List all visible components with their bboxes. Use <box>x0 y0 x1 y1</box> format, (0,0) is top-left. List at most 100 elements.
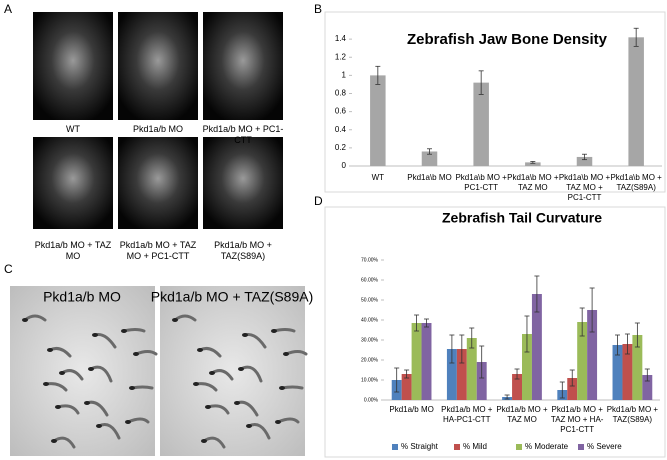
y-tick-label: 1 <box>342 70 347 79</box>
chart-frame <box>324 206 666 458</box>
larva-head <box>238 367 244 371</box>
bar <box>628 37 644 166</box>
micrograph <box>203 12 283 120</box>
bar <box>567 378 578 400</box>
photo <box>10 286 155 456</box>
larva-head <box>209 371 215 375</box>
bar <box>421 151 438 166</box>
image-caption: Pkd1a/b MO + TAZ MO <box>34 240 112 261</box>
y-tick-label: 0 <box>342 161 347 170</box>
x-tick-label: Pkd1a/b MO + TAZ MO <box>496 405 548 424</box>
larva <box>272 328 296 333</box>
larva-head <box>271 329 277 333</box>
x-tick-label: WT <box>371 173 385 182</box>
larva <box>130 385 154 390</box>
y-tick-label: 0.8 <box>335 89 347 98</box>
larva-head <box>47 348 53 352</box>
legend-label: % Straight <box>401 442 439 451</box>
legend-swatch <box>392 444 398 450</box>
larva-head <box>205 405 211 409</box>
larva-head <box>84 401 90 405</box>
larva-head <box>246 424 252 428</box>
image-caption: WT <box>66 124 80 134</box>
bar <box>466 338 477 400</box>
larva-head <box>125 420 131 424</box>
x-tick-label: Pkd1a/b MO + HA-PC1-CTT <box>441 405 493 424</box>
larva-head <box>279 386 285 390</box>
micrograph <box>33 12 113 120</box>
bar <box>446 349 457 400</box>
larva-head <box>92 333 98 337</box>
larva-head <box>96 424 102 428</box>
larva-head <box>172 318 178 322</box>
larva-head <box>59 371 65 375</box>
y-tick-label: 1.2 <box>335 52 347 61</box>
y-tick-label: 70.00% <box>361 257 379 263</box>
chart-frame <box>324 11 666 193</box>
y-tick-label: 0.00% <box>364 397 379 403</box>
photo-caption: Pkd1a/b MO + TAZ(S89A) <box>151 289 314 305</box>
bar <box>473 82 489 166</box>
x-tick-label: Pkd1a/b MO + TAZ(S89A) <box>606 405 659 424</box>
legend-label: % Moderate <box>525 442 569 451</box>
photo-caption: Pkd1a/b MO <box>43 289 121 305</box>
bar <box>576 156 593 166</box>
y-tick-label: 50.00% <box>361 297 379 303</box>
larva-head <box>22 318 28 322</box>
bar <box>587 310 598 400</box>
micrograph <box>118 12 198 120</box>
larva <box>122 328 146 333</box>
legend-swatch <box>516 444 522 450</box>
x-tick-label: Pkd1a\b MO + TAZ MO <box>507 173 559 192</box>
larva-head <box>234 401 240 405</box>
bar <box>370 75 386 166</box>
bar <box>612 345 623 400</box>
bar <box>642 375 653 400</box>
image-caption: Pkd1a/b MO + TAZ MO + PC1-CTT <box>119 240 197 261</box>
larva-head <box>121 329 127 333</box>
y-tick-label: 0.6 <box>335 107 347 116</box>
bar <box>401 374 412 400</box>
y-tick-label: 60.00% <box>361 277 379 283</box>
micrograph <box>203 137 283 229</box>
larva-head <box>242 333 248 337</box>
bar <box>421 323 432 400</box>
y-tick-label: 0.2 <box>335 143 347 152</box>
bar <box>577 322 588 400</box>
image-caption: Pkd1a/b MO + TAZ(S89A) <box>214 240 272 261</box>
panel-label: B <box>314 2 322 16</box>
legend-label: % Severe <box>587 442 622 451</box>
y-tick-label: 10.00% <box>361 377 379 383</box>
x-tick-label: Pkd1a/b MO <box>389 405 434 414</box>
x-tick-label: Pkd1a\b MO + TAZ(S89A) <box>610 173 662 192</box>
x-tick-label: Pkd1a\b MO + PC1-CTT <box>455 173 507 192</box>
bar <box>525 162 541 166</box>
bar <box>411 323 422 400</box>
bar <box>632 335 643 400</box>
bar <box>456 349 467 400</box>
panel-label: D <box>314 194 323 208</box>
larva-head <box>129 386 135 390</box>
larva-head <box>88 367 94 371</box>
x-tick-label: Pkd1a\b MO <box>407 173 452 182</box>
legend-swatch <box>578 444 584 450</box>
y-tick-label: 1.4 <box>335 34 347 43</box>
chart-title: Zebrafish Tail Curvature <box>442 210 602 226</box>
x-tick-label: Pkd1a/b MO + TAZ MO + HA-PC1-CTT <box>550 405 604 434</box>
micrograph <box>118 137 198 229</box>
legend-swatch <box>454 444 460 450</box>
larva-head <box>55 405 61 409</box>
chart-title: Zebrafish Jaw Bone Density <box>407 31 608 48</box>
bar <box>522 334 532 400</box>
bar <box>622 344 633 400</box>
larva-head <box>43 382 49 386</box>
larva-head <box>133 352 139 356</box>
y-tick-label: 40.00% <box>361 317 379 323</box>
x-tick-label: Pkd1a\b MO + TAZ MO + PC1-CTT <box>558 173 611 202</box>
image-caption: Pkd1a/b MO <box>132 124 184 134</box>
micrograph <box>33 137 113 229</box>
larva-head <box>275 420 281 424</box>
larva-head <box>201 439 207 443</box>
larva-head <box>51 439 57 443</box>
